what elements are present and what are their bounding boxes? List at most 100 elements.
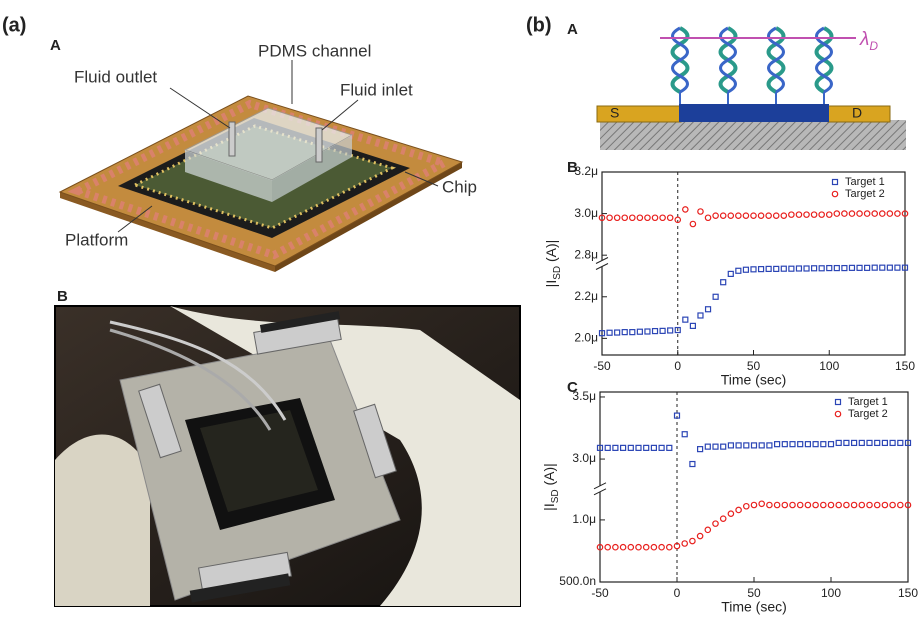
data-point [674,326,681,334]
y-axis-label-part: (A)| [541,463,557,489]
data-point [789,501,796,509]
data-point [889,501,896,509]
x-tick-label: 0 [674,359,681,373]
data-point [667,327,674,334]
panel-label: (b) [526,14,552,36]
data-point [850,501,858,509]
data-point [742,266,750,273]
subpanel-label: A [50,37,61,54]
legend-marker [831,178,839,186]
y-tick-label: 3.0μ [574,206,598,220]
legend-label: Target 2 [848,408,888,420]
data-point [621,214,629,222]
data-point [788,265,795,272]
data-point [697,208,704,215]
data-point [795,211,803,218]
data-point [871,264,878,271]
data-point [635,543,642,551]
data-point [841,210,848,217]
y-tick-label: 2.8μ [574,247,598,261]
y-axis-label-part: (A)| [543,240,559,266]
callout: Fluid inlet [340,80,413,99]
data-point [636,328,643,335]
data-point [781,501,789,509]
data-point [750,212,757,219]
data-point [619,444,627,451]
chip-schematic [58,60,464,272]
callout: Platform [65,230,128,249]
data-point [682,206,689,213]
x-tick-label: 100 [821,586,841,600]
data-point [696,532,704,540]
data-point [719,212,727,219]
data-point [789,441,796,448]
axis-break [593,488,607,496]
data-point [627,444,634,451]
symbol: λ [859,29,869,50]
y-axis-label-part: |I [543,280,559,288]
data-point [727,212,735,219]
data-point [766,442,773,449]
data-point [742,212,750,219]
data-point [604,543,612,551]
callout: Fluid outlet [74,67,157,86]
data-point [881,501,889,509]
data-point [835,501,843,509]
subpanel-label: A [567,21,578,38]
y-tick-label: 500.0n [559,574,596,588]
legend-marker [834,410,842,418]
data-point [833,264,840,272]
x-tick-label: -50 [591,586,609,600]
data-point [712,520,719,527]
data-point [750,266,757,273]
data-point [795,265,803,272]
y-tick-label: 1.0μ [572,512,596,526]
data-point [826,264,833,272]
data-point [627,543,635,551]
data-point [804,441,812,448]
data-point [886,264,893,271]
data-point [735,267,742,274]
data-point [696,446,704,453]
data-point [766,501,773,509]
data-point [818,265,825,272]
y-tick-label: 2.0μ [574,331,598,345]
data-point [841,264,848,272]
data-point [598,214,606,222]
data-point [866,439,873,447]
x-tick-label: 150 [898,586,918,600]
y-axis-label-part: SD [550,489,561,503]
data-point [606,329,613,336]
data-point [642,543,650,551]
callout: PDMS channel [258,41,371,60]
data-point [704,306,712,313]
data-point [873,501,881,509]
data-point [596,444,604,451]
data-point [727,270,734,277]
data-point [904,439,912,447]
legend-marker [834,398,842,406]
axis-break [595,263,609,270]
data-point [644,328,651,335]
data-point [848,264,856,271]
data-point [827,441,835,448]
data-point [803,265,810,272]
data-point [773,265,780,273]
data-point [704,214,712,222]
data-point [812,501,819,509]
data-point [658,444,665,451]
data-point [612,543,619,551]
data-point [666,444,673,451]
x-tick-label: 100 [819,359,839,373]
data-point [629,329,636,336]
data-point [866,501,873,509]
data-point [773,441,781,448]
data-point [621,329,628,336]
data-point [750,442,758,449]
data-point [735,506,742,514]
callout: Chip [442,177,477,196]
data-point [818,211,825,218]
axis-break [595,257,609,264]
y-axis-label-part: SD [552,266,563,280]
data-point [735,442,742,449]
